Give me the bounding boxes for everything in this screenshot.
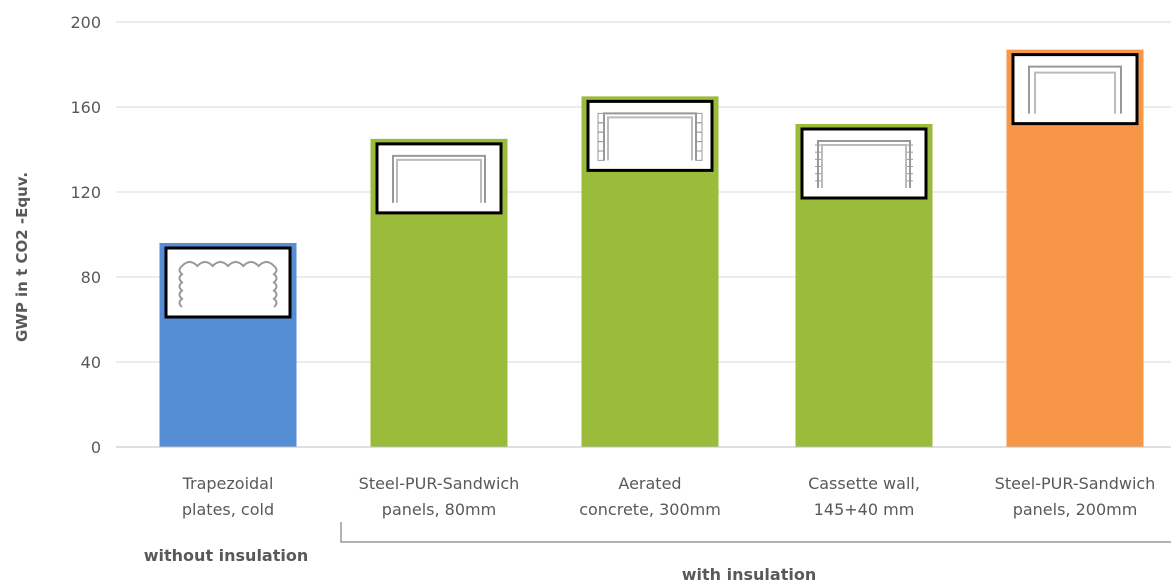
y-axis-ticks: 0 40 80 120 160 200 xyxy=(70,13,101,457)
wall-section-icons xyxy=(164,53,1139,319)
y-axis-label: GWP in t CO2 -Equv. xyxy=(13,172,31,342)
y-tick-label: 40 xyxy=(81,353,101,372)
x-tick-label: Steel-PUR-Sandwich xyxy=(359,474,520,493)
sandwich-panel-80-icon xyxy=(375,142,503,215)
y-tick-label: 160 xyxy=(70,98,101,117)
aerated-concrete-icon xyxy=(586,99,714,172)
y-tick-label: 120 xyxy=(70,183,101,202)
group-label-without-insulation: without insulation xyxy=(144,546,309,565)
x-tick-label: plates, cold xyxy=(182,500,274,519)
x-tick-label: 145+40 mm xyxy=(814,500,915,519)
y-tick-label: 200 xyxy=(70,13,101,32)
trapezoidal-wall-icon xyxy=(164,246,292,319)
x-axis-labels: Trapezoidal plates, cold Steel-PUR-Sandwic… xyxy=(182,474,1156,519)
group-brackets: without insulation with insulation xyxy=(144,522,1171,584)
x-tick-label: Trapezoidal xyxy=(182,474,274,493)
x-tick-label: concrete, 300mm xyxy=(579,500,721,519)
x-tick-label: Steel-PUR-Sandwich xyxy=(995,474,1156,493)
x-tick-label: Aerated xyxy=(618,474,681,493)
with-insulation-bracket xyxy=(340,522,1171,543)
y-tick-label: 0 xyxy=(91,438,101,457)
group-label-with-insulation: with insulation xyxy=(682,565,816,584)
y-tick-label: 80 xyxy=(81,268,101,287)
x-tick-label: panels, 80mm xyxy=(382,500,496,519)
sandwich-panel-200-icon xyxy=(1011,53,1139,126)
x-tick-label: Cassette wall, xyxy=(808,474,920,493)
cassette-wall-icon xyxy=(800,127,928,200)
x-tick-label: panels, 200mm xyxy=(1013,500,1138,519)
